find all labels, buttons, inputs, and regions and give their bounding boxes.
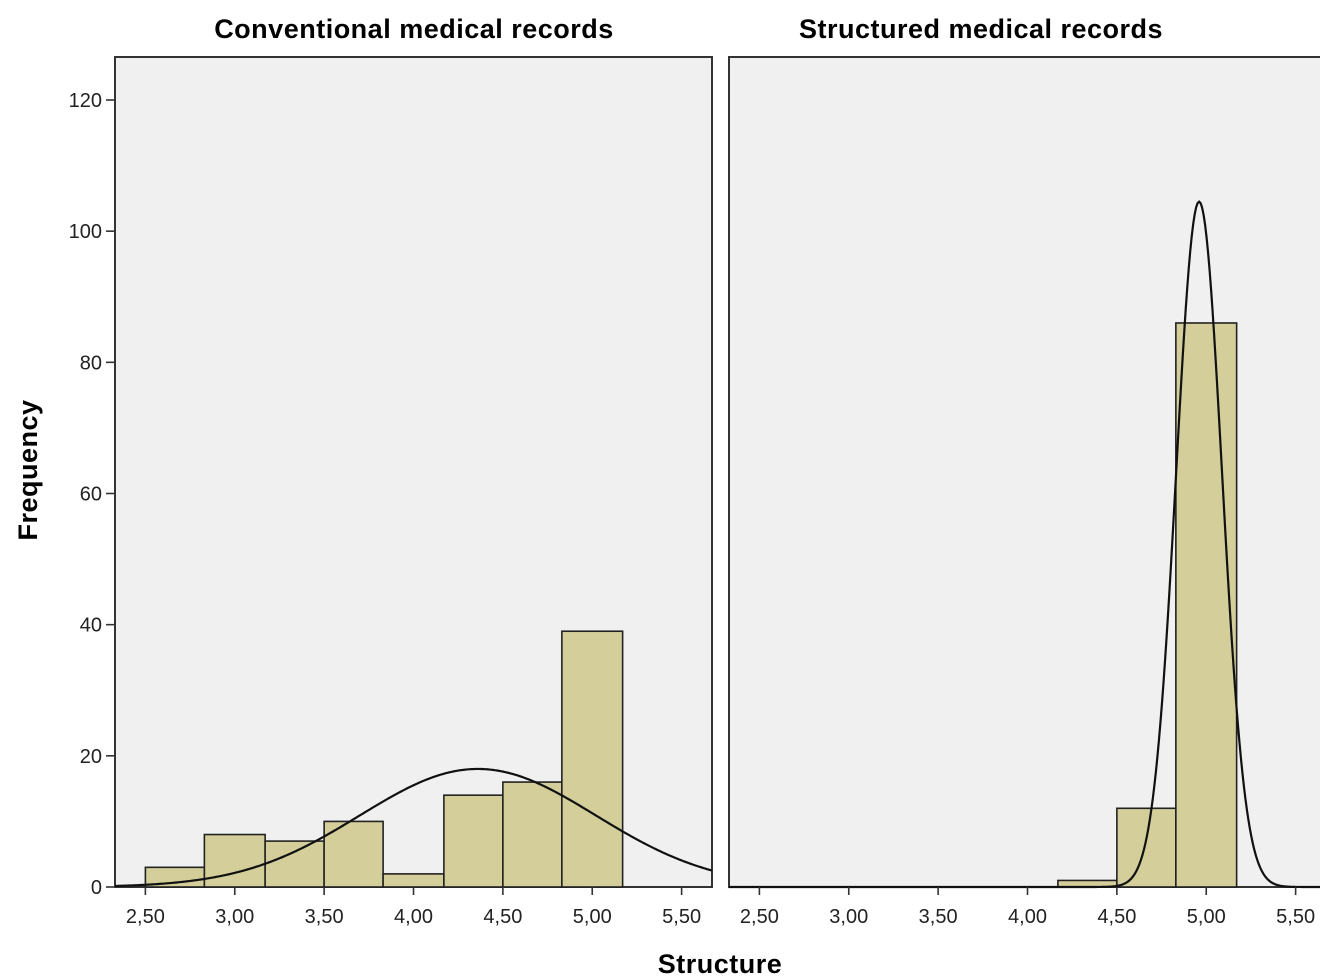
histogram-bar — [502, 781, 563, 888]
histogram-bar — [264, 840, 325, 888]
x-tick-label: 2,50 — [126, 906, 165, 928]
y-tick-label: 40 — [80, 615, 102, 637]
normal-curve — [114, 767, 713, 888]
y-tick-label: 0 — [91, 877, 102, 899]
x-tick-label: 4,00 — [1008, 906, 1047, 928]
x-tick-label: 3,50 — [919, 906, 958, 928]
panel-title: Structured medical records — [799, 14, 1163, 44]
histogram-bar — [443, 794, 504, 888]
x-tick-label: 4,00 — [394, 906, 433, 928]
x-tick-label: 4,50 — [483, 906, 522, 928]
histogram-bar — [561, 630, 624, 888]
y-axis-title: Frequency — [13, 399, 43, 540]
histogram-bar — [323, 820, 384, 888]
panels: Conventional medical records 2,50 3,00 3,50… — [69, 14, 1320, 928]
x-tick-label: 5,00 — [573, 906, 612, 928]
histogram-bar — [1116, 807, 1177, 888]
y-tick-label: 60 — [80, 484, 102, 506]
x-tick-label: 3,00 — [215, 906, 254, 928]
x-axis-title: Structure — [658, 949, 783, 977]
panel-2: Structured medical records 2,50 3,00 3,50 4,… — [728, 14, 1320, 928]
y-tick-label: 80 — [80, 352, 102, 374]
histogram-bar — [382, 873, 445, 888]
x-tick-label: 5,00 — [1187, 906, 1226, 928]
x-tick-label: 3,50 — [305, 906, 344, 928]
x-tick-label: 3,00 — [829, 906, 868, 928]
x-tick-label: 5,50 — [1276, 906, 1315, 928]
histogram-bar — [1175, 322, 1238, 888]
x-tick-label: 4,50 — [1097, 906, 1136, 928]
y-tick-label: 100 — [69, 221, 102, 243]
y-tick-label: 120 — [69, 90, 102, 112]
histogram-bar — [203, 833, 266, 888]
x-tick-label: 2,50 — [740, 906, 779, 928]
y-tick-label: 20 — [80, 746, 102, 768]
panel-title: Conventional medical records — [214, 14, 614, 44]
panel-1: Conventional medical records 2,50 3,00 3,50… — [69, 14, 713, 928]
x-tick-label: 5,50 — [662, 906, 701, 928]
